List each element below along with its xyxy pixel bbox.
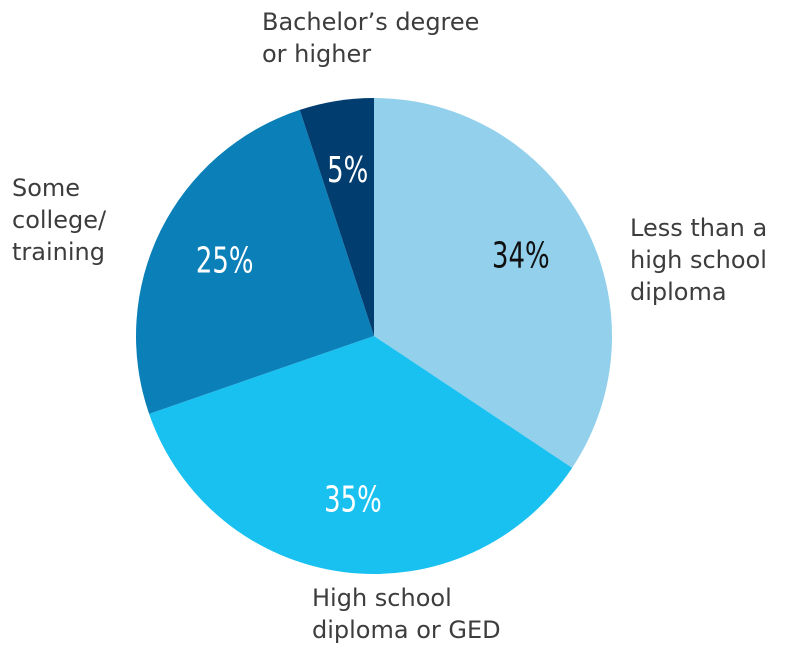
pie-slice — [299, 98, 374, 336]
value-label: 35% — [324, 479, 382, 520]
value-label: 5% — [327, 150, 368, 191]
category-label: Bachelor’s degree or higher — [262, 8, 480, 68]
pie-slice — [135, 109, 374, 414]
pie-slice — [374, 98, 613, 468]
value-label: 34% — [492, 236, 550, 277]
category-label: Some college/ training — [12, 174, 107, 266]
category-label: High school diploma or GED — [312, 584, 501, 644]
category-label: Less than a high school diploma — [630, 214, 768, 306]
value-label: 25% — [196, 240, 254, 281]
pie-slice — [149, 336, 573, 575]
